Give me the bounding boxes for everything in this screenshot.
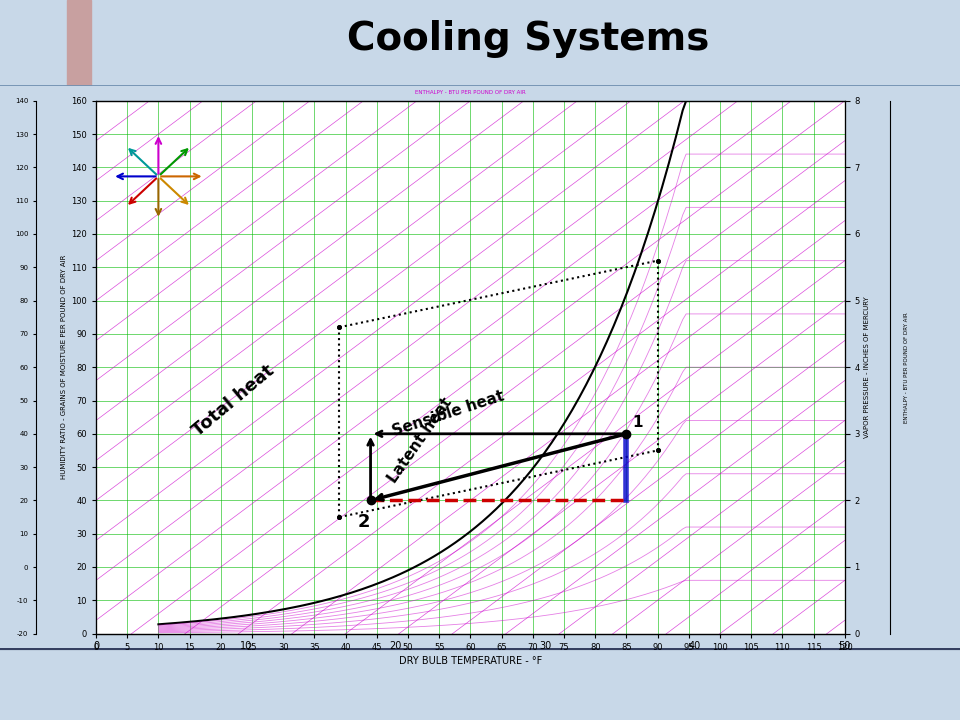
Text: 1: 1 xyxy=(633,415,643,430)
Bar xyxy=(0,0,67,86)
Text: Total heat: Total heat xyxy=(189,361,277,440)
Text: 20: 20 xyxy=(390,642,401,651)
Bar xyxy=(67,0,91,86)
Text: 2: 2 xyxy=(358,513,371,531)
Text: Latent heat: Latent heat xyxy=(386,395,455,486)
Text: 0: 0 xyxy=(93,642,99,651)
Y-axis label: ENTHALPY - BTU PER POUND OF DRY AIR: ENTHALPY - BTU PER POUND OF DRY AIR xyxy=(903,312,908,423)
Text: 50: 50 xyxy=(839,642,851,651)
Text: Sensible heat: Sensible heat xyxy=(391,389,507,439)
Text: 10: 10 xyxy=(240,642,252,651)
Y-axis label: HUMIDITY RATIO - GRAINS OF MOISTURE PER POUND OF DRY AIR: HUMIDITY RATIO - GRAINS OF MOISTURE PER … xyxy=(60,255,67,480)
Text: ENTHALPY - BTU PER POUND OF DRY AIR: ENTHALPY - BTU PER POUND OF DRY AIR xyxy=(415,90,526,95)
Text: 40: 40 xyxy=(689,642,701,651)
Text: 30: 30 xyxy=(540,642,551,651)
Y-axis label: VAPOR PRESSURE - INCHES OF MERCURY: VAPOR PRESSURE - INCHES OF MERCURY xyxy=(864,297,870,438)
X-axis label: DRY BULB TEMPERATURE - °F: DRY BULB TEMPERATURE - °F xyxy=(398,656,542,666)
Text: Cooling Systems: Cooling Systems xyxy=(347,20,709,58)
